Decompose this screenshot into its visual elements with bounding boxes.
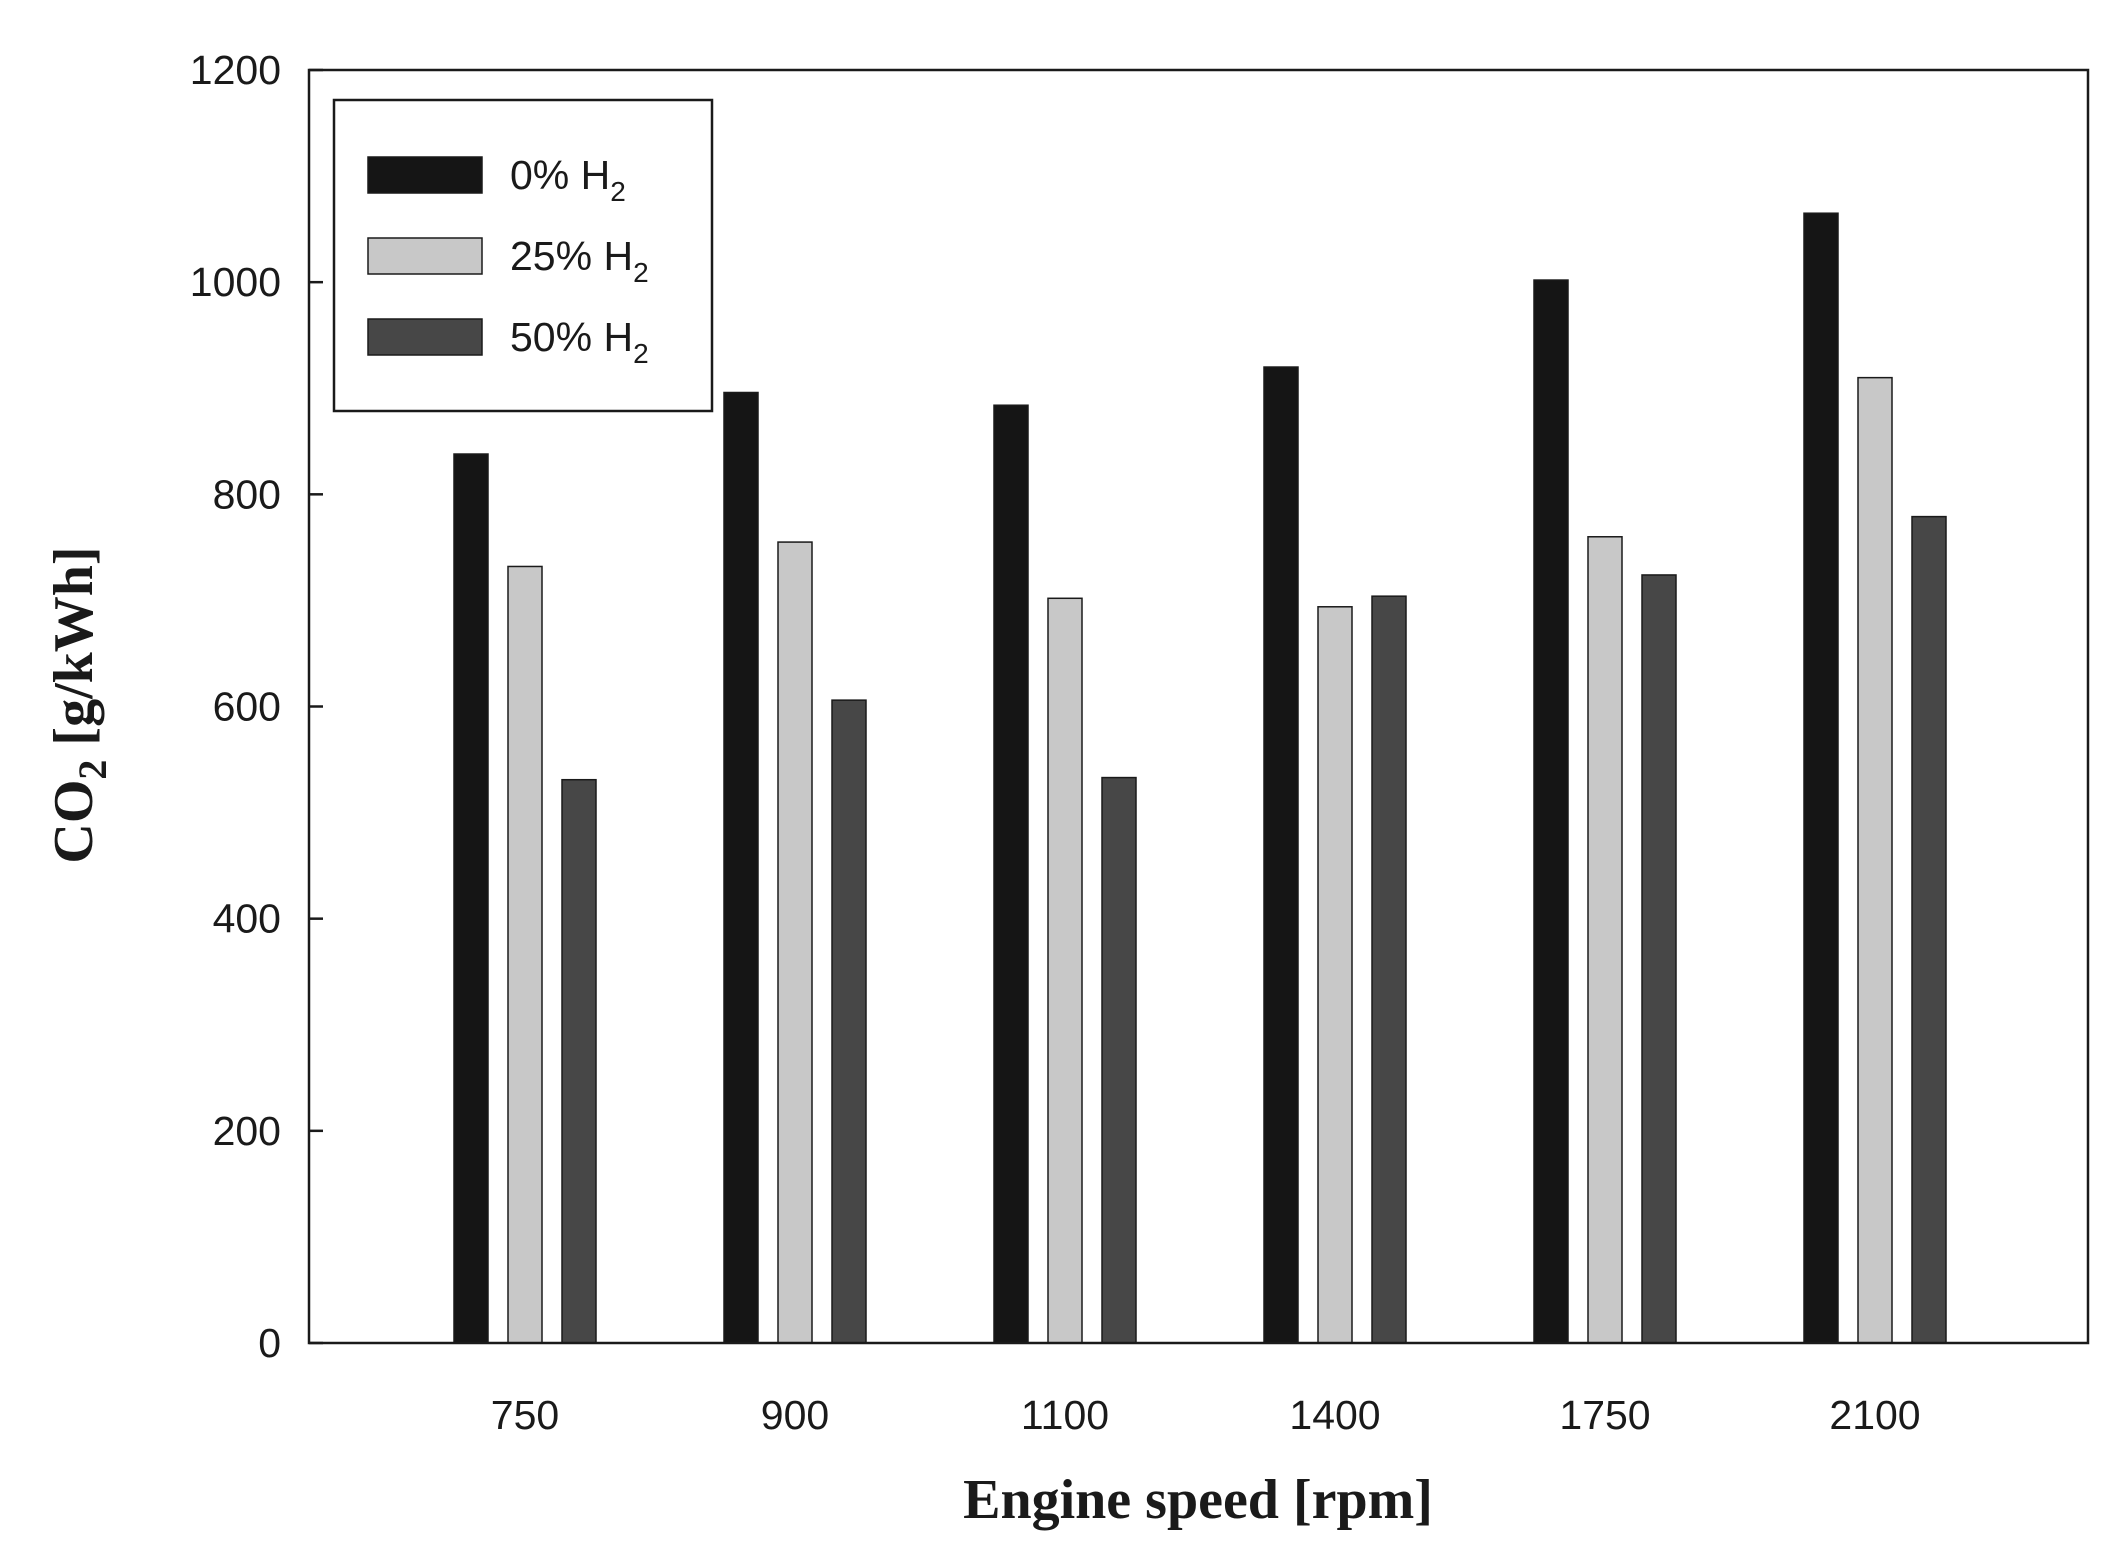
legend-label-subscript: 2 [633, 338, 649, 369]
bar-25pct-2100 [1857, 376, 1893, 1344]
bar-50pct-750 [561, 778, 597, 1344]
y-tick-label: 0 [258, 1320, 281, 1366]
y-tick-label: 400 [213, 896, 281, 942]
bar-50pct-1750 [1641, 574, 1677, 1344]
bar-50pct-900 [831, 699, 867, 1344]
legend-label: 25% H2 [510, 233, 649, 288]
legend-label: 0% H2 [510, 152, 626, 207]
bar-25pct-1100 [1047, 597, 1083, 1344]
y-tick-label: 200 [213, 1108, 281, 1154]
x-axis-ticks: 750 900 1100 1400 1750 2100 [491, 1329, 1921, 1438]
legend-label-main: 25% H [510, 233, 633, 279]
bar-25pct-750 [507, 565, 543, 1344]
bar-0pct-1100 [993, 404, 1029, 1344]
y-tick-label: 1200 [190, 47, 281, 93]
bar-0pct-750 [453, 453, 489, 1344]
x-tick-label: 900 [761, 1392, 829, 1438]
legend-swatch [367, 237, 483, 275]
x-axis-title: Engine speed [rpm] [963, 1469, 1433, 1531]
y-axis-ticks: 0 200 400 600 800 1000 1200 [190, 47, 323, 1366]
y-axis-title-units: [g/kWh] [43, 546, 105, 759]
legend-label: 50% H2 [510, 314, 649, 369]
x-tick-label: 1400 [1289, 1392, 1380, 1438]
bar-0pct-1400 [1263, 366, 1299, 1344]
bars [453, 212, 1947, 1344]
y-tick-label: 1000 [190, 259, 281, 305]
bar-50pct-1400 [1371, 595, 1407, 1344]
bar-25pct-900 [777, 541, 813, 1344]
y-tick-label: 800 [213, 471, 281, 517]
legend-label-subscript: 2 [610, 176, 626, 207]
bar-50pct-1100 [1101, 776, 1137, 1344]
legend-label-main: 0% H [510, 152, 610, 198]
x-tick-label: 1750 [1559, 1392, 1650, 1438]
y-axis-title: CO2 [g/kWh] [43, 546, 115, 863]
bar-25pct-1400 [1317, 606, 1353, 1344]
legend-label-main: 50% H [510, 314, 633, 360]
legend-swatch [367, 156, 483, 194]
y-axis-title-subscript: 2 [70, 760, 115, 780]
legend-swatch [367, 318, 483, 356]
y-axis-title-main: CO [43, 780, 105, 864]
y-tick-label: 600 [213, 684, 281, 730]
bar-0pct-2100 [1803, 212, 1839, 1344]
x-tick-label: 2100 [1829, 1392, 1920, 1438]
bar-0pct-1750 [1533, 279, 1569, 1344]
x-tick-label: 1100 [1021, 1392, 1109, 1438]
plot-frame [307, 68, 2090, 1345]
bar-25pct-1750 [1587, 536, 1623, 1344]
bar-0pct-900 [723, 391, 759, 1344]
x-tick-label: 750 [491, 1392, 559, 1438]
bar-50pct-2100 [1911, 515, 1947, 1344]
legend-label-subscript: 2 [633, 257, 649, 288]
